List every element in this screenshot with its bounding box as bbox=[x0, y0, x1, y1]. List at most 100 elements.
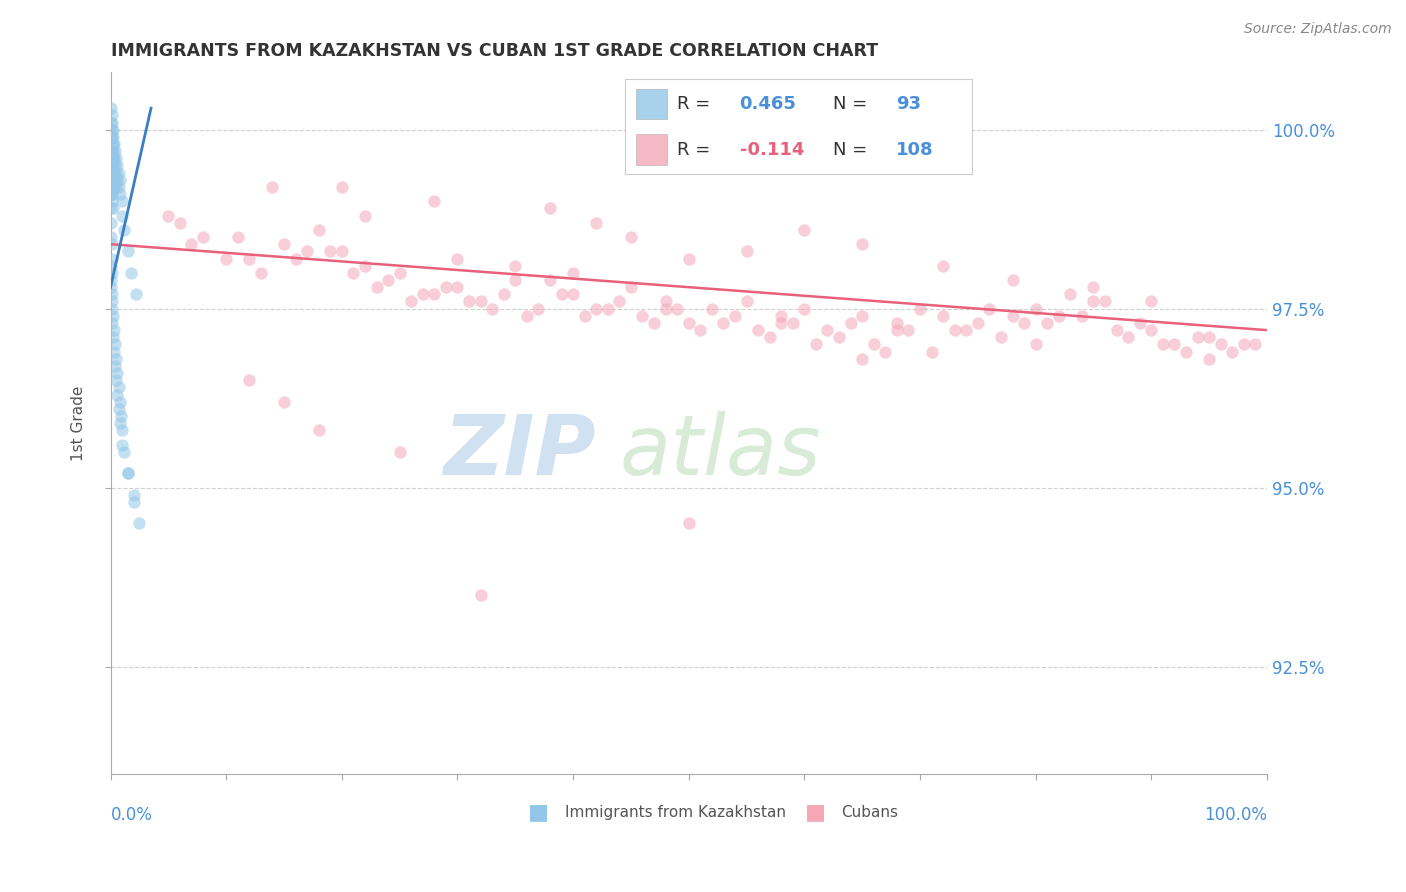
Point bbox=[238, 373, 260, 387]
Point bbox=[238, 252, 260, 266]
Point bbox=[101, 180, 124, 194]
Point bbox=[1116, 330, 1139, 344]
Point bbox=[538, 273, 561, 287]
Point bbox=[104, 359, 127, 373]
Point bbox=[607, 294, 630, 309]
Point bbox=[108, 416, 131, 430]
Point bbox=[897, 323, 920, 337]
Point bbox=[111, 423, 134, 437]
Point bbox=[100, 194, 122, 209]
Point bbox=[666, 301, 689, 316]
Point bbox=[122, 488, 145, 502]
Point bbox=[770, 309, 793, 323]
Point bbox=[101, 202, 124, 216]
Point bbox=[1209, 337, 1232, 351]
Point bbox=[101, 266, 124, 280]
Point bbox=[100, 108, 122, 122]
Point bbox=[104, 173, 127, 187]
Point bbox=[107, 380, 129, 394]
Point bbox=[1094, 294, 1116, 309]
Point bbox=[481, 301, 503, 316]
Point bbox=[100, 252, 122, 266]
Point bbox=[1152, 337, 1174, 351]
Point bbox=[527, 301, 550, 316]
Point bbox=[1140, 323, 1163, 337]
Point bbox=[1233, 337, 1256, 351]
Point bbox=[226, 230, 249, 244]
Point bbox=[412, 287, 434, 301]
Point bbox=[817, 323, 839, 337]
Point bbox=[596, 301, 619, 316]
Point bbox=[105, 151, 128, 165]
Point bbox=[191, 230, 214, 244]
Point bbox=[330, 244, 353, 259]
Point bbox=[100, 136, 122, 151]
Point bbox=[101, 187, 124, 202]
Point bbox=[100, 180, 122, 194]
Point bbox=[793, 223, 815, 237]
Point bbox=[103, 166, 125, 180]
Point bbox=[366, 280, 388, 294]
Point bbox=[423, 194, 446, 209]
Point bbox=[1083, 280, 1105, 294]
Point bbox=[399, 294, 422, 309]
Point bbox=[308, 223, 330, 237]
Point bbox=[103, 151, 125, 165]
Point bbox=[100, 216, 122, 230]
Point bbox=[108, 173, 131, 187]
Point bbox=[1220, 344, 1243, 359]
Point bbox=[100, 173, 122, 187]
Point bbox=[101, 136, 124, 151]
Y-axis label: 1st Grade: 1st Grade bbox=[72, 385, 86, 461]
Point bbox=[117, 244, 139, 259]
Point bbox=[319, 244, 342, 259]
Text: Source: ZipAtlas.com: Source: ZipAtlas.com bbox=[1244, 22, 1392, 37]
Point bbox=[101, 129, 124, 144]
Point bbox=[689, 323, 711, 337]
Point bbox=[932, 309, 955, 323]
Point bbox=[100, 202, 122, 216]
Point bbox=[101, 330, 124, 344]
Point bbox=[1174, 344, 1197, 359]
Point bbox=[125, 287, 148, 301]
Point bbox=[101, 316, 124, 330]
Point bbox=[585, 301, 607, 316]
Point bbox=[713, 316, 735, 330]
Point bbox=[470, 294, 492, 309]
Point bbox=[101, 159, 124, 173]
Point bbox=[620, 230, 643, 244]
Point bbox=[117, 467, 139, 481]
Point bbox=[103, 180, 125, 194]
Point bbox=[100, 173, 122, 187]
Point bbox=[875, 344, 897, 359]
Point bbox=[1059, 287, 1081, 301]
Point bbox=[101, 166, 124, 180]
Point bbox=[955, 323, 977, 337]
Point bbox=[503, 273, 526, 287]
Point bbox=[503, 259, 526, 273]
Text: ■: ■ bbox=[527, 803, 548, 822]
Point bbox=[180, 237, 202, 252]
Point bbox=[943, 323, 966, 337]
Point bbox=[103, 144, 125, 158]
Point bbox=[100, 273, 122, 287]
Point bbox=[250, 266, 273, 280]
Point bbox=[100, 237, 122, 252]
Point bbox=[538, 202, 561, 216]
Point bbox=[458, 294, 481, 309]
Point bbox=[100, 129, 122, 144]
Point bbox=[1025, 301, 1047, 316]
Point bbox=[100, 159, 122, 173]
Point bbox=[747, 323, 769, 337]
Point bbox=[100, 280, 122, 294]
Point bbox=[103, 159, 125, 173]
Point bbox=[107, 366, 129, 380]
Point bbox=[262, 180, 284, 194]
Point bbox=[574, 309, 596, 323]
Point bbox=[169, 216, 191, 230]
Point bbox=[108, 187, 131, 202]
Point bbox=[122, 495, 145, 509]
Point bbox=[295, 244, 318, 259]
Point bbox=[782, 316, 804, 330]
Point bbox=[550, 287, 572, 301]
